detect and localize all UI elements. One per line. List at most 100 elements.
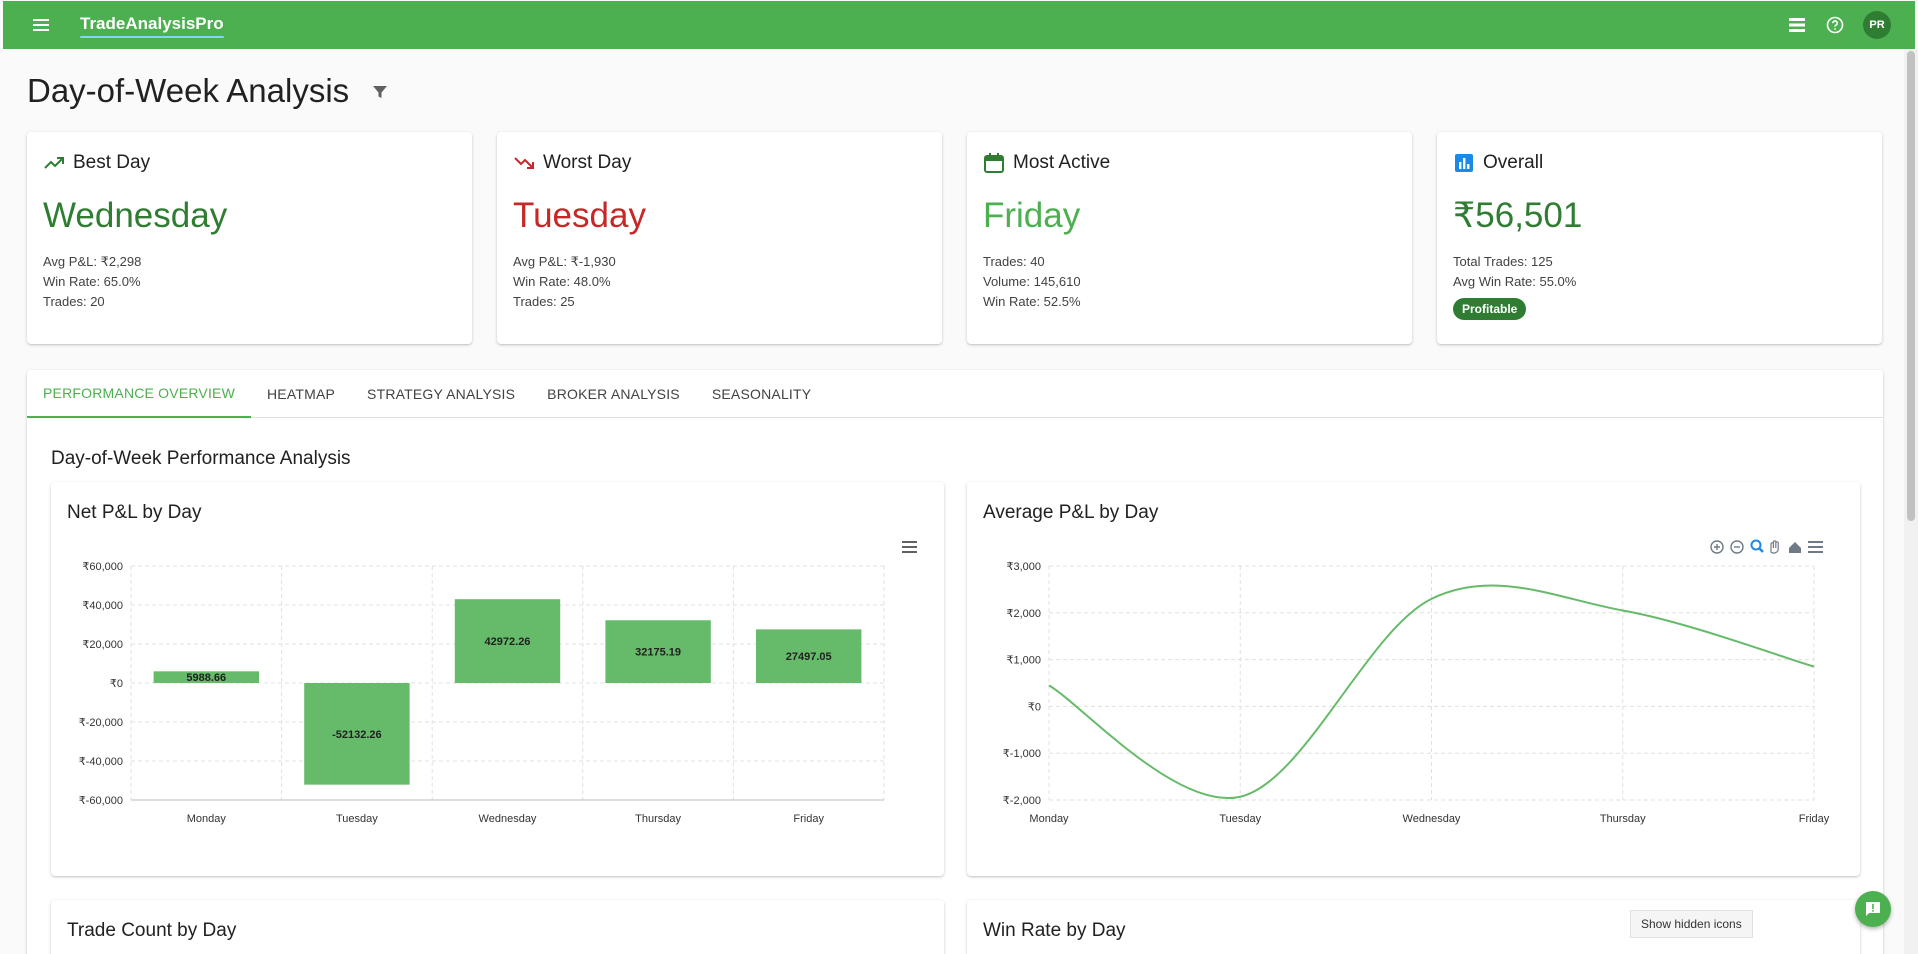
net-pnl-chart-card: Net P&L by Day ₹60,000 ₹40,000 ₹20,000 ₹0 ₹-… [51,482,944,876]
bar-chart-icon [1455,154,1473,172]
card-line: Avg P&L: ₹-1,930 [513,254,616,269]
page-scrollbar[interactable] [1904,49,1918,954]
y-tick-label: ₹-40,000 [79,756,123,768]
bar-data-label: 5988.66 [186,672,226,684]
bar[interactable] [605,620,711,683]
y-tick-label: ₹0 [110,678,123,690]
net-pnl-bar-chart: ₹60,000 ₹40,000 ₹20,000 ₹0 ₹-20,000 ₹-40,000 ₹… [79,541,917,825]
y-tick-label: ₹-2,000 [1003,795,1041,807]
list-icon [1789,18,1805,32]
x-tick-label: Wednesday [479,813,537,825]
card-line: Trades: 40 [983,254,1045,269]
scrollbar-thumb[interactable] [1907,51,1915,521]
bar[interactable] [153,671,260,683]
y-tick-label: ₹20,000 [82,639,123,651]
profitable-badge: Profitable [1453,298,1527,320]
y-tick-label: ₹40,000 [82,600,123,612]
overall-card: Overall ₹56,501 Total Trades: 125 Avg Wi… [1437,132,1882,344]
hamburger-icon [33,19,49,31]
bar-data-label: 32175.19 [635,647,681,659]
most-active-value: Friday [983,196,1081,235]
card-line: Avg P&L: ₹2,298 [43,254,142,269]
x-tick-label: Tuesday [336,813,378,825]
selection-zoom-icon[interactable] [1750,539,1764,553]
worst-day-card: Worst Day Tuesday Avg P&L: ₹-1,930 Win R… [497,132,942,344]
y-tick-label: ₹-1,000 [1003,748,1041,760]
chart-menu-icon[interactable] [902,541,917,553]
bar[interactable] [755,629,862,683]
bar[interactable] [304,683,410,785]
avg-pnl-series-line[interactable] [1048,584,1815,800]
card-line: Win Rate: 65.0% [43,274,141,289]
card-line: Win Rate: 52.5% [983,294,1081,309]
overall-value: ₹56,501 [1453,196,1583,235]
chart-title: Net P&L by Day [67,502,202,523]
card-line: Total Trades: 125 [1453,254,1553,269]
x-tick-label: Wednesday [1403,813,1461,825]
tab-heatmap[interactable]: HEATMAP [267,386,336,402]
zoom-in-icon[interactable] [1710,540,1724,554]
section-title: Day-of-Week Performance Analysis [51,448,351,469]
trending-down-icon [514,157,534,169]
bar-data-label: -52132.26 [332,729,382,741]
help-icon [1826,16,1844,34]
help-button[interactable] [1825,15,1845,35]
tab-performance-overview[interactable]: PERFORMANCE OVERVIEW [27,370,251,418]
y-tick-label: ₹-60,000 [79,795,123,807]
card-line: Avg Win Rate: 55.0% [1453,274,1577,289]
page-title: Day-of-Week Analysis [27,72,350,109]
chat-icon [1866,902,1880,916]
menu-button[interactable] [27,11,55,39]
zoom-out-icon[interactable] [1730,540,1744,554]
calendar-icon [984,153,1004,173]
x-tick-label: Monday [187,813,227,825]
best-day-value: Wednesday [43,196,228,235]
bar-data-label: 42972.26 [485,636,531,648]
list-view-button[interactable] [1787,15,1807,35]
x-tick-label: Friday [1799,813,1830,825]
card-title: Most Active [1013,152,1111,173]
worst-day-value: Tuesday [513,196,646,235]
pan-hand-icon[interactable] [1770,540,1779,554]
reset-home-icon[interactable] [1789,542,1801,553]
avg-pnl-line-chart: ₹3,000 ₹2,000 ₹1,000 ₹0 ₹-1,000 ₹-2,000 Monday… [1003,539,1830,825]
y-tick-label: ₹-20,000 [79,717,123,729]
card-title: Worst Day [543,152,632,173]
bar[interactable] [454,599,561,683]
trending-up-icon [44,157,64,169]
avg-pnl-chart-card: Average P&L by Day ₹3,000 ₹2,000 ₹1,000 ₹0 ₹… [967,482,1860,876]
x-tick-label: Thursday [635,813,681,825]
tab-strategy-analysis[interactable]: STRATEGY ANALYSIS [367,386,516,402]
chart-title: Average P&L by Day [983,502,1159,523]
chart-title: Win Rate by Day [983,920,1126,941]
y-tick-label: ₹2,000 [1006,608,1041,620]
most-active-card: Most Active Friday Trades: 40 Volume: 14… [967,132,1412,344]
y-tick-label: ₹1,000 [1006,655,1041,667]
x-tick-label: Friday [793,813,824,825]
card-title: Best Day [73,152,151,173]
y-tick-label: ₹3,000 [1006,561,1041,573]
feedback-button[interactable] [1855,891,1891,927]
x-tick-label: Tuesday [1219,813,1261,825]
trade-count-chart-card: Trade Count by Day [51,900,944,954]
card-line: Win Rate: 48.0% [513,274,611,289]
user-avatar[interactable]: PR [1863,11,1891,39]
best-day-card: Best Day Wednesday Avg P&L: ₹2,298 Win R… [27,132,472,344]
card-line: Trades: 25 [513,294,575,309]
brand-logo[interactable]: TradeAnalysisPro [80,14,224,38]
tab-seasonality[interactable]: SEASONALITY [711,386,812,402]
y-tick-label: ₹0 [1028,701,1041,713]
y-tick-label: ₹60,000 [82,561,123,573]
app-bar: TradeAnalysisPro PR [3,1,1915,49]
card-line: Trades: 20 [43,294,105,309]
x-tick-label: Monday [1029,813,1069,825]
filter-icon[interactable] [371,83,389,101]
bar-data-label: 27497.05 [786,651,832,663]
x-tick-label: Thursday [1600,813,1646,825]
show-hidden-icons-tooltip[interactable]: Show hidden icons [1630,910,1753,938]
chart-menu-icon[interactable] [1808,541,1823,553]
card-title: Overall [1483,152,1544,173]
card-line: Volume: 145,610 [983,274,1081,289]
tab-broker-analysis[interactable]: BROKER ANALYSIS [547,386,680,402]
chart-title: Trade Count by Day [67,920,237,941]
